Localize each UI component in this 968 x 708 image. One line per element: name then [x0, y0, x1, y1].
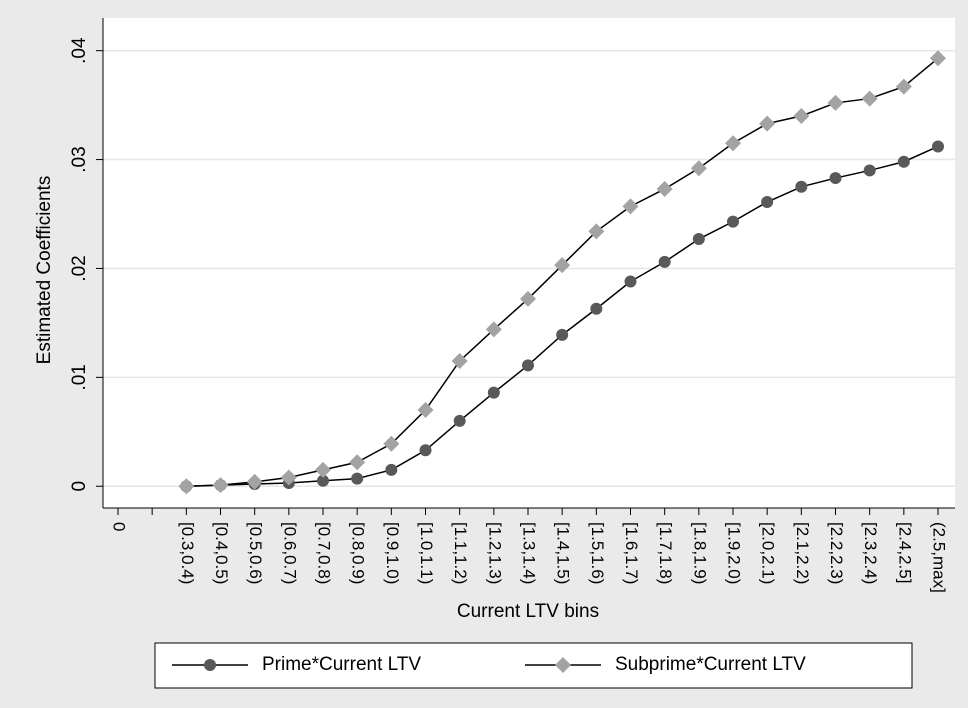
x-tick-label: [0.3,0.4)	[178, 522, 197, 584]
point	[930, 50, 946, 67]
x-tick-label: 0	[110, 522, 129, 531]
point	[827, 94, 844, 111]
point	[451, 353, 468, 369]
point	[895, 78, 912, 95]
y-tick-label: .02	[69, 255, 90, 281]
point	[383, 435, 400, 452]
point	[590, 302, 603, 315]
point	[588, 223, 605, 240]
x-tick-label: [0.4,0.5)	[212, 522, 231, 584]
y-axis-title: Estimated Coefficients	[34, 176, 55, 365]
point	[761, 196, 774, 209]
x-tick-label: [1.8,1.9)	[690, 522, 709, 584]
x-tick-label: [2.4,2.5]	[895, 522, 914, 583]
point	[487, 386, 500, 399]
point	[690, 160, 707, 177]
point	[522, 359, 534, 372]
x-tick-label: [1.6,1.7)	[622, 522, 641, 584]
point	[656, 180, 673, 197]
y-tick-label: .04	[69, 37, 90, 64]
point	[453, 414, 466, 427]
point	[419, 444, 432, 457]
x-tick-label: [1.9,2.0)	[725, 522, 744, 584]
point	[727, 215, 739, 228]
plot-area	[103, 18, 955, 508]
point	[315, 461, 331, 478]
x-tick-label: [1.3,1.4)	[520, 522, 539, 584]
point	[624, 275, 637, 288]
point	[759, 115, 776, 132]
y-tick-label: .01	[69, 364, 90, 390]
point	[829, 172, 842, 185]
x-tick-label: [2.3,2.4)	[861, 522, 880, 584]
point	[178, 478, 195, 495]
x-axis-title: Current LTV bins	[457, 601, 599, 622]
point	[861, 90, 878, 107]
x-tick-label: [0.8,0.9)	[349, 522, 368, 584]
point	[212, 477, 229, 494]
x-tick-label: [2.0,2.1)	[759, 522, 778, 584]
x-tick-label: [1.7,1.8)	[656, 522, 675, 584]
point	[556, 328, 569, 341]
x-tick-label: [0.6,0.7)	[280, 522, 299, 584]
point	[932, 140, 944, 153]
y-tick-label: .03	[69, 146, 90, 172]
x-tick-label: [1.5,1.6)	[588, 522, 607, 584]
x-tick-label: [2.1,2.2)	[793, 522, 812, 584]
y-tick-label: 0	[69, 481, 90, 492]
x-tick-label: [2.2,2.3)	[827, 522, 846, 584]
point	[622, 198, 639, 215]
point	[385, 463, 398, 476]
x-tick-label: [0.7,0.8)	[315, 522, 334, 584]
legend-marker	[555, 657, 571, 673]
point	[349, 454, 366, 471]
x-tick-label: (2.5,max]	[930, 522, 949, 593]
point	[417, 402, 434, 418]
x-tick-label: [1.2,1.3)	[485, 522, 504, 584]
point	[692, 233, 705, 246]
x-tick-label: [0.9,1.0)	[383, 522, 402, 584]
point	[793, 108, 810, 124]
legend-marker	[204, 659, 216, 671]
point	[351, 472, 364, 485]
legend-label: Subprime*Current LTV	[615, 654, 806, 675]
point	[280, 469, 297, 486]
point	[554, 257, 571, 274]
x-tick-label: [0.5,0.6)	[246, 522, 265, 584]
point	[658, 255, 671, 268]
point	[897, 155, 910, 168]
point	[246, 473, 263, 490]
point	[520, 290, 536, 307]
point	[485, 321, 502, 338]
x-tick-label: [1.0,1.1)	[417, 522, 436, 584]
x-tick-label: [1.1,1.2)	[451, 522, 470, 584]
point	[317, 474, 329, 487]
legend-label: Prime*Current LTV	[262, 654, 421, 675]
x-tick-label: [1.4,1.5)	[554, 522, 573, 584]
point	[725, 135, 741, 152]
point	[863, 164, 876, 177]
point	[795, 180, 808, 193]
